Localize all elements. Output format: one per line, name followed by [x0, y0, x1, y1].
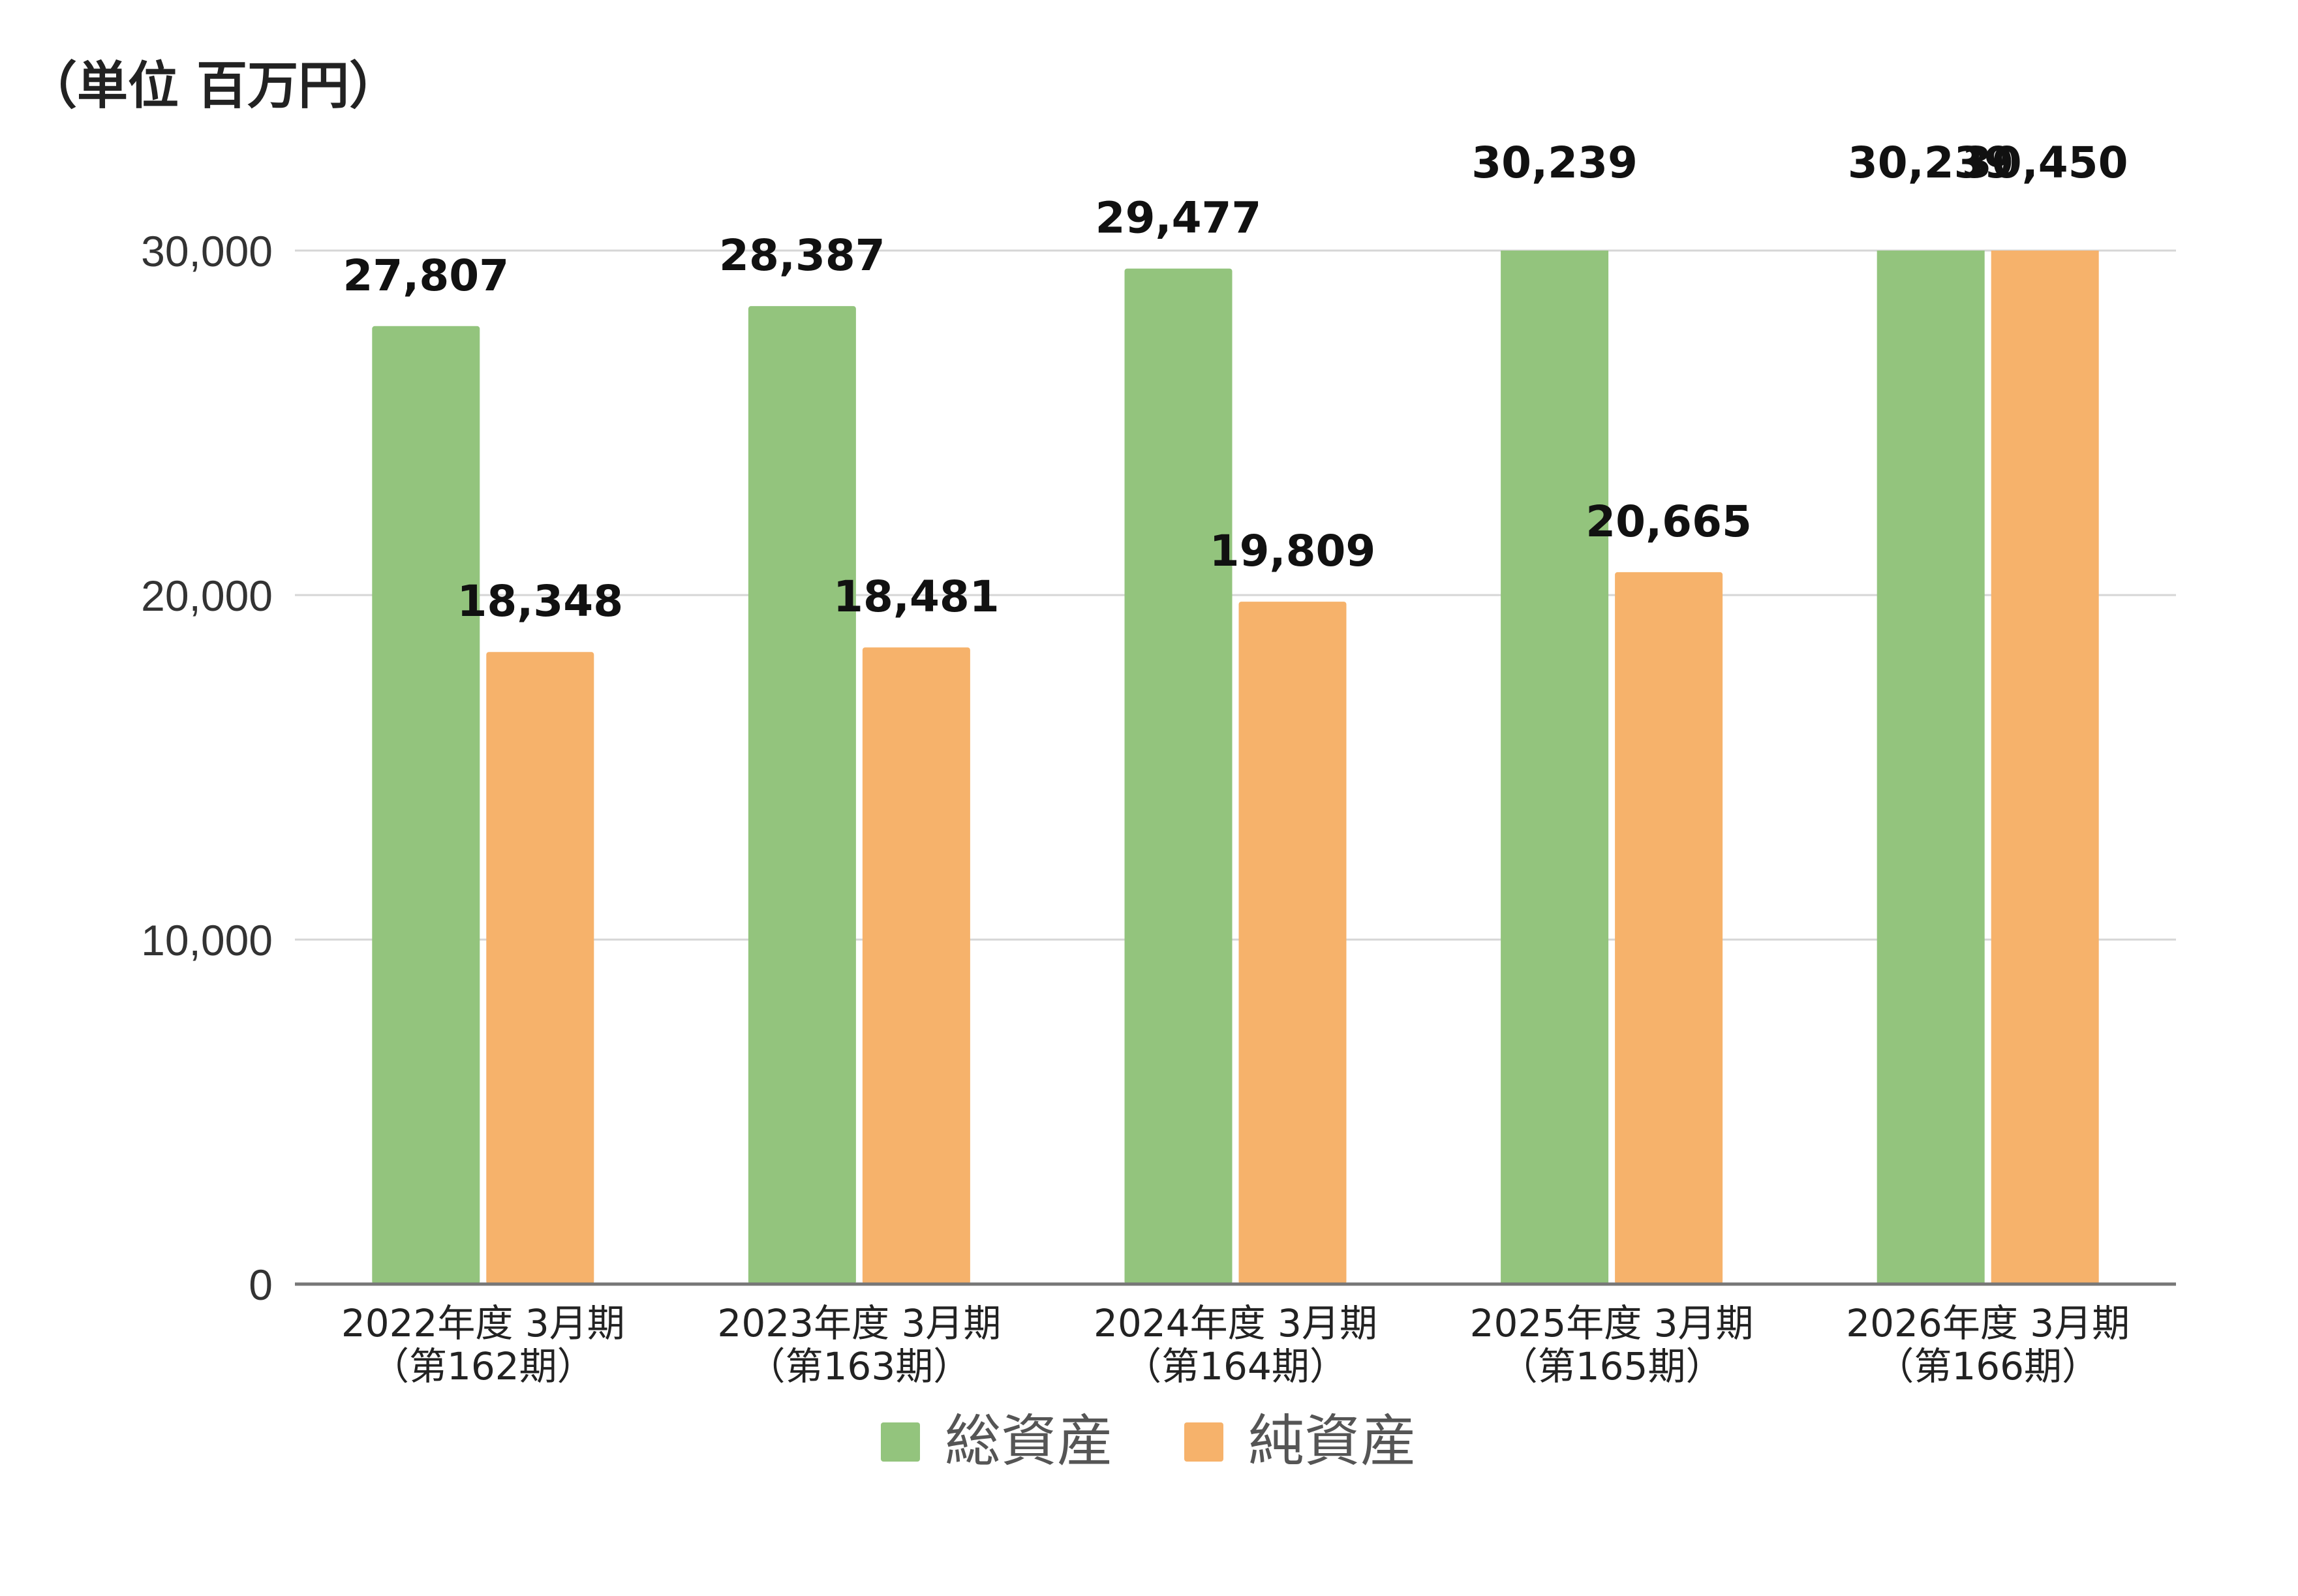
x-tick-label: 2024年度 3月期 [1094, 1301, 1377, 1345]
unit-label: （単位 百万円） [26, 57, 400, 115]
legend-label: 純資産 [1248, 1409, 1417, 1474]
data-label: 27,807 [343, 251, 509, 301]
x-tick-label: （第162期） [371, 1344, 595, 1389]
x-axis-tick-labels: 2022年度 3月期（第162期） 2023年度 3月期（第163期） 2024年度… [341, 1301, 2130, 1389]
data-label: 20,665 [1586, 497, 1752, 547]
bar-total-assets [1877, 251, 1985, 1284]
data-label: 18,348 [457, 576, 623, 626]
x-tick-label: 2023年度 3月期 [717, 1301, 1001, 1345]
bar-net-assets [862, 647, 970, 1284]
y-tick-label: 10,000 [141, 916, 273, 964]
y-axis-tick-labels: 0 10,000 20,000 30,000 [141, 227, 273, 1309]
x-tick-label: （第166期） [1876, 1344, 2100, 1389]
x-tick-label: （第165期） [1500, 1344, 1724, 1389]
data-label: 18,481 [833, 572, 1000, 622]
legend-label: 総資産 [945, 1409, 1113, 1474]
x-tick-label: 2022年度 3月期 [341, 1301, 625, 1345]
bar-net-assets [1238, 602, 1347, 1285]
legend: 総資産 純資産 [881, 1409, 1417, 1474]
x-tick-label: （第164期） [1124, 1344, 1347, 1389]
x-tick-label: 2025年度 3月期 [1470, 1301, 1754, 1345]
bar-total-assets [1124, 268, 1233, 1285]
data-label: 28,387 [719, 230, 885, 281]
y-tick-label: 30,000 [141, 227, 273, 275]
legend-swatch [1184, 1422, 1223, 1462]
data-label: 29,477 [1095, 193, 1262, 243]
grid-lines [295, 249, 2176, 941]
legend-swatch [881, 1422, 920, 1462]
y-tick-label: 0 [249, 1261, 273, 1309]
x-tick-label: 2026年度 3月期 [1846, 1301, 2130, 1345]
data-label: 19,809 [1210, 526, 1376, 576]
y-tick-label: 20,000 [141, 572, 273, 620]
data-label: 30,450 [1962, 138, 2128, 188]
bars [372, 251, 2099, 1285]
bar-total-assets [372, 326, 480, 1284]
data-labels: 27,807 18,348 28,387 18,481 29,477 19,809 30,2… [343, 138, 2128, 626]
bar-net-assets [1991, 251, 2099, 1284]
x-tick-label: （第163期） [748, 1344, 972, 1389]
bar-total-assets [1501, 251, 1609, 1284]
bar-net-assets [486, 652, 594, 1284]
bar-net-assets [1615, 572, 1723, 1285]
data-label: 30,239 [1848, 138, 2014, 188]
data-label: 30,239 [1471, 138, 1638, 188]
bar-total-assets [748, 306, 856, 1285]
